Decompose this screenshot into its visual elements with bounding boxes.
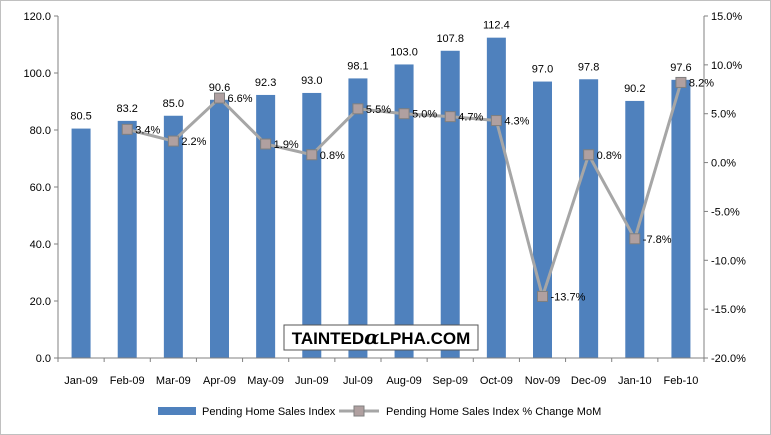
bar: [163, 115, 183, 358]
y-right-tick-label: 5.0%: [711, 109, 736, 121]
line-data-label: 8.2%: [689, 77, 714, 89]
x-tick-label: Oct-09: [480, 375, 513, 387]
bar-data-label: 97.0: [532, 64, 553, 76]
y-left-tick-label: 60.0: [30, 182, 51, 194]
line-data-label: 4.3%: [504, 116, 529, 128]
bar-data-label: 83.2: [117, 103, 138, 115]
line-data-label: 5.0%: [412, 109, 437, 121]
x-tick-label: Aug-09: [386, 375, 421, 387]
watermark-box: [283, 324, 479, 351]
line-data-label: 2.2%: [181, 136, 206, 148]
y-left-tick-label: 0.0: [36, 353, 51, 365]
legend-line-marker: [353, 405, 365, 417]
x-tick-label: Jul-09: [343, 375, 373, 387]
bar: [71, 128, 91, 358]
line-point-marker: [306, 149, 318, 161]
line-data-label: -7.8%: [643, 234, 672, 246]
y-right-tick-label: -10.0%: [711, 255, 746, 267]
bar-data-label: 80.5: [70, 111, 91, 123]
line-point-marker: [583, 149, 595, 161]
line-data-label: 6.6%: [228, 93, 253, 105]
y-left-tick-label: 80.0: [30, 125, 51, 137]
labels-layer: 80.5 83.2 85.0 90.6 92.3 93.0 98.1 103.0 107.8 11…: [70, 20, 714, 304]
x-tick-label: Jan-09: [64, 375, 98, 387]
bar: [256, 94, 276, 358]
bars-layer: [71, 37, 691, 359]
y-right-tick-label: -15.0%: [711, 304, 746, 316]
line-point-marker: [675, 76, 687, 88]
line-point-marker: [398, 108, 410, 120]
line-point-marker: [490, 115, 502, 127]
bar-data-label: 98.1: [347, 60, 368, 72]
legend: Pending Home Sales Index Pending Home Sal…: [158, 405, 601, 418]
legend-line-label: Pending Home Sales Index % Change MoM: [386, 406, 601, 418]
bar-data-label: 92.3: [255, 77, 276, 89]
bar: [210, 99, 229, 358]
x-tick-label: Apr-09: [203, 375, 236, 387]
line-layer: [121, 76, 687, 302]
bar-data-label: 93.0: [301, 75, 322, 87]
bar-data-label: 103.0: [390, 46, 418, 58]
line-point-marker: [121, 123, 133, 135]
line-point-marker: [167, 135, 179, 147]
bar: [394, 64, 414, 358]
bar: [440, 50, 460, 359]
x-tick-label: Dec-09: [571, 375, 606, 387]
x-tick-label: Jan-10: [618, 375, 652, 387]
y-right-tick-label: 10.0%: [711, 60, 742, 72]
bar-data-label: 85.0: [163, 98, 184, 110]
bar-data-label: 107.8: [436, 33, 464, 45]
x-tick-label: Mar-09: [156, 375, 191, 387]
line-point-marker: [214, 92, 225, 104]
y-left-tick-label: 120.0: [23, 11, 51, 23]
line-point-marker: [629, 233, 641, 245]
x-tick-label: Feb-09: [110, 375, 145, 387]
y-right-tick-label: 0.0%: [711, 158, 736, 170]
bar: [579, 79, 599, 359]
y-right-tick-label: -5.0%: [711, 206, 740, 218]
line-data-label: 4.7%: [458, 112, 483, 124]
x-tick-label: Feb-10: [663, 375, 698, 387]
line-point-marker: [260, 138, 272, 150]
bar: [625, 100, 645, 359]
line-point-marker: [537, 290, 548, 302]
bar-data-label: 90.6: [209, 82, 230, 94]
watermark-logo: TAINTEDαLPHA.COM: [283, 324, 479, 351]
line-data-label: 1.9%: [274, 139, 299, 151]
line-data-label: 0.8%: [320, 150, 345, 162]
legend-bar-label: Pending Home Sales Index: [202, 406, 336, 418]
line-data-label: 0.8%: [597, 150, 622, 162]
watermark-text: TAINTEDαLPHA.COM: [292, 325, 470, 349]
x-tick-label: Nov-09: [525, 375, 560, 387]
legend-bar-swatch: [158, 407, 196, 415]
bar-data-label: 90.2: [624, 83, 645, 95]
bar-data-label: 97.6: [670, 62, 691, 74]
line-point-marker: [444, 111, 456, 123]
bar: [671, 79, 691, 358]
x-tick-label: Jun-09: [295, 375, 329, 387]
axes-layer: 0.0 20.0 40.0 60.0 80.0 100.0 120.0 -20.0% -15.0…: [23, 11, 746, 387]
bar-data-label: 97.8: [578, 61, 599, 73]
y-left-tick-label: 100.0: [23, 68, 51, 80]
x-tick-label: May-09: [247, 375, 284, 387]
y-right-tick-label: 15.0%: [711, 11, 742, 23]
x-tick-label: Sep-09: [432, 375, 467, 387]
y-right-tick-label: -20.0%: [711, 353, 746, 365]
line-data-label: 5.5%: [366, 104, 391, 116]
y-left-tick-label: 20.0: [30, 296, 51, 308]
bar: [302, 92, 322, 358]
line-point-marker: [352, 103, 364, 115]
line-data-label: -13.7%: [551, 291, 586, 303]
bar: [117, 120, 137, 358]
bar-data-label: 112.4: [483, 20, 510, 32]
bar: [348, 78, 368, 358]
line-data-label: 3.4%: [135, 124, 160, 136]
bar: [533, 81, 552, 359]
y-left-tick-label: 40.0: [30, 239, 51, 251]
bar: [486, 37, 506, 358]
